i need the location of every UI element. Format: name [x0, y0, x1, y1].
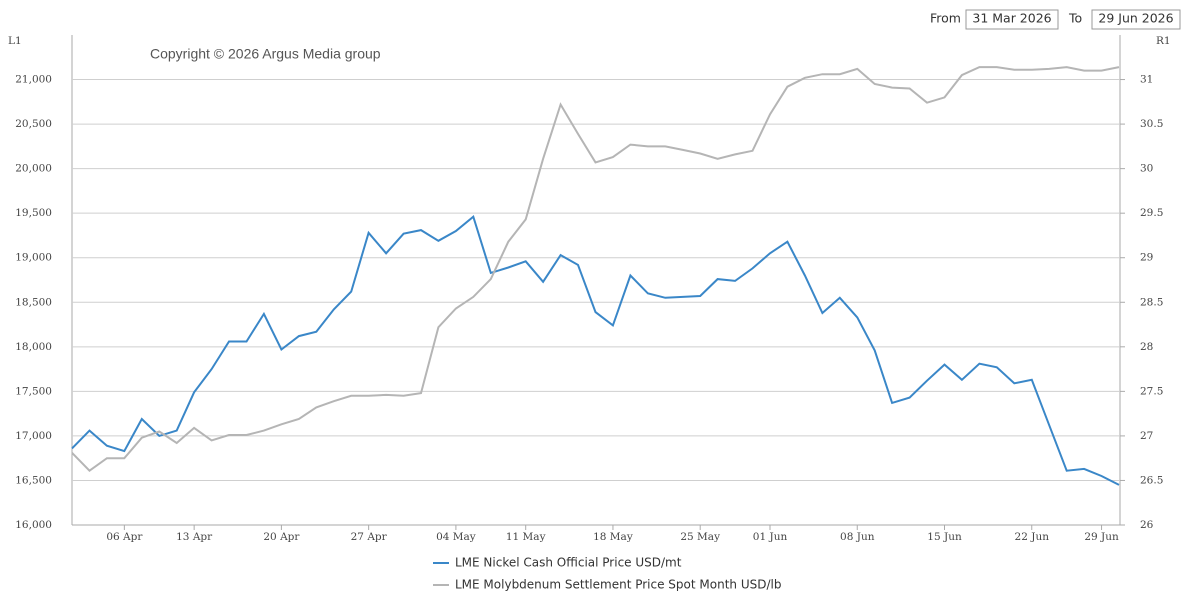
copyright: Copyright © 2026 Argus Media group [150, 46, 381, 62]
x-tick-label: 29 Jun [1084, 531, 1119, 543]
x-tick-label: 27 Apr [351, 531, 388, 543]
y2-tick-label: 29.5 [1140, 207, 1163, 219]
y2-tick-label: 31 [1140, 74, 1153, 86]
y-tick-label: 19,000 [15, 252, 52, 264]
y2-tick-label: 27.5 [1140, 385, 1163, 397]
x-tick-label: 20 Apr [263, 531, 300, 543]
x-tick-label: 18 May [593, 531, 633, 543]
x-tick-label: 11 May [506, 531, 546, 543]
to-label: To [1068, 11, 1082, 26]
y2-tick-label: 30.5 [1140, 118, 1163, 130]
y2-tick-label: 26.5 [1140, 474, 1163, 486]
y-tick-label: 16,500 [15, 474, 52, 486]
from-label: From [930, 11, 961, 26]
to-date[interactable]: 29 Jun 2026 [1098, 11, 1173, 26]
y2-tick-label: 28.5 [1140, 296, 1163, 308]
y-tick-label: 17,500 [15, 385, 52, 397]
y2-tick-label: 28 [1140, 341, 1153, 353]
y2-axis-label: R1 [1156, 35, 1171, 47]
y-tick-label: 18,000 [15, 341, 52, 353]
to-input[interactable] [1091, 9, 1181, 30]
y2-tick-label: 27 [1140, 430, 1153, 442]
x-tick-label: 25 May [680, 531, 720, 543]
legend-label: LME Molybdenum Settlement Price Spot Mon… [455, 578, 781, 592]
series-line [71, 66, 1120, 473]
y-tick-label: 16,000 [15, 519, 52, 531]
from-date[interactable]: 31 Mar 2026 [972, 11, 1051, 26]
y-tick-label: 21,000 [15, 74, 52, 86]
y-tick-label: 18,500 [15, 296, 52, 308]
x-tick-label: 13 Apr [176, 531, 213, 543]
x-tick-label: 08 Jun [840, 531, 875, 543]
x-tick-label: 01 Jun [753, 531, 788, 543]
x-tick-label: 04 May [436, 531, 476, 543]
legend-label: LME Nickel Cash Official Price USD/mt [455, 556, 682, 570]
y-tick-label: 20,500 [15, 118, 52, 130]
y-axis-label: L1 [8, 35, 22, 47]
series-line [71, 214, 1120, 486]
y2-tick-label: 30 [1140, 163, 1153, 175]
y-tick-label: 17,000 [15, 430, 52, 442]
y2-tick-label: 29 [1140, 252, 1153, 264]
from-input[interactable] [965, 9, 1059, 30]
x-tick-label: 22 Jun [1015, 531, 1050, 543]
y2-tick-label: 26 [1140, 519, 1154, 531]
x-tick-label: 15 Jun [927, 531, 962, 543]
x-tick-label: 06 Apr [106, 531, 143, 543]
y-tick-label: 20,000 [15, 163, 52, 175]
y-tick-label: 19,500 [15, 207, 52, 219]
